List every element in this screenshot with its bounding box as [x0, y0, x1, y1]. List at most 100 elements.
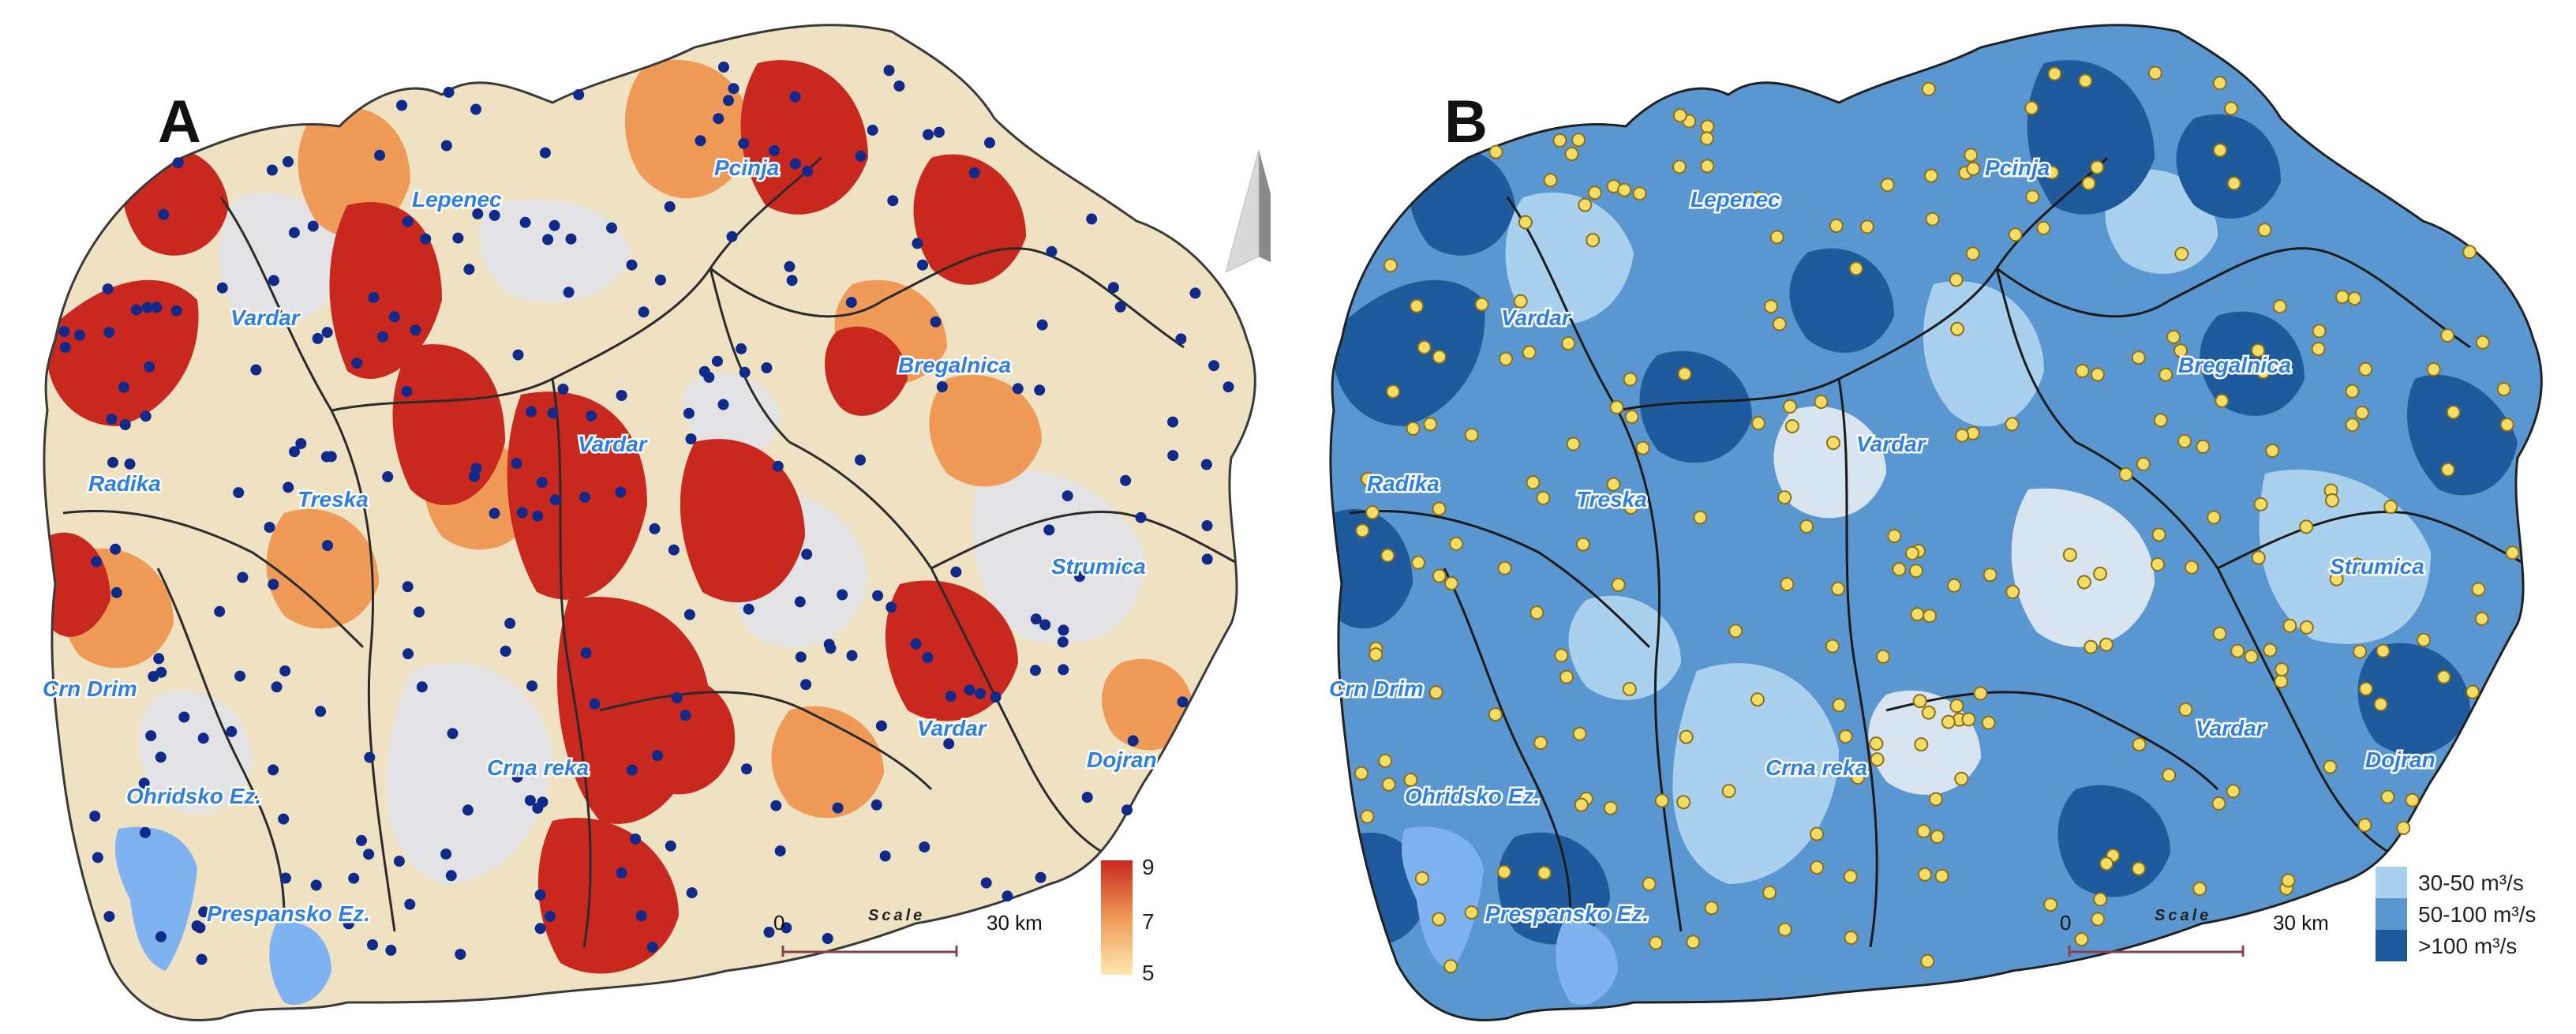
- station-marker: [855, 454, 866, 466]
- station-marker: [1764, 299, 1778, 314]
- station-marker: [717, 399, 729, 410]
- station-marker: [2118, 467, 2133, 481]
- station-marker: [402, 648, 414, 660]
- station-marker: [2358, 362, 2373, 377]
- station-marker: [1699, 131, 1714, 146]
- station-marker: [698, 365, 710, 377]
- station-marker: [1904, 545, 1919, 560]
- station-marker: [396, 99, 408, 111]
- station-marker: [1672, 159, 1687, 174]
- station-marker: [472, 208, 484, 219]
- station-marker: [118, 381, 129, 393]
- station-marker: [1417, 340, 1432, 355]
- basin-label: Vardar: [1856, 432, 1927, 456]
- station-marker: [1167, 450, 1179, 462]
- station-marker: [264, 522, 275, 534]
- station-marker: [250, 364, 262, 376]
- station-marker: [945, 691, 957, 702]
- station-marker: [930, 316, 942, 328]
- panel-letter-a: A: [158, 88, 201, 155]
- basin-labels-b: Pcinja Lepenec Vardar Bregalnica Vardar …: [1327, 154, 2438, 928]
- station-marker: [519, 216, 531, 228]
- station-marker: [158, 208, 170, 220]
- station-marker: [1552, 133, 1567, 148]
- station-marker: [2062, 548, 2077, 562]
- basin-label: Prespansko Ez.: [207, 901, 370, 926]
- map-a-svg: A: [41, 24, 1271, 1021]
- basin-label: Vardar: [1501, 305, 1572, 330]
- station-marker: [1700, 159, 1715, 174]
- station-marker: [1167, 416, 1178, 428]
- station-marker: [2093, 566, 2107, 581]
- station-marker: [726, 230, 738, 242]
- station-marker: [1632, 186, 1647, 201]
- basin-label: Prespansko Ez.: [1485, 901, 1649, 926]
- station-marker: [1574, 797, 1589, 812]
- station-marker: [1624, 410, 1639, 424]
- station-marker: [1654, 793, 1669, 808]
- station-marker: [374, 149, 385, 161]
- station-marker: [1386, 384, 1401, 399]
- station-marker: [315, 706, 327, 717]
- station-marker: [2008, 227, 2023, 242]
- station-marker: [1403, 773, 1418, 787]
- station-marker: [196, 953, 208, 965]
- map-panel-a: A: [0, 0, 1271, 1034]
- station-marker: [1177, 696, 1189, 708]
- station-marker: [1777, 922, 1792, 937]
- station-marker: [393, 856, 405, 867]
- station-marker: [2376, 643, 2391, 658]
- station-marker: [289, 446, 300, 458]
- station-marker: [2347, 291, 2362, 306]
- station-marker: [351, 358, 363, 369]
- station-marker: [119, 419, 131, 430]
- station-marker: [2076, 575, 2091, 590]
- station-marker: [1354, 766, 1368, 781]
- station-marker: [1074, 571, 1085, 583]
- legend-tick: 5: [1142, 961, 1155, 985]
- station-marker: [2215, 393, 2230, 408]
- station-marker: [1750, 692, 1765, 707]
- station-marker: [565, 233, 577, 245]
- station-marker: [155, 931, 167, 942]
- station-marker: [736, 343, 747, 354]
- station-marker: [1921, 705, 1936, 720]
- station-marker: [1950, 321, 1964, 336]
- station-marker: [1851, 770, 1866, 785]
- station-marker: [288, 227, 300, 238]
- station-marker: [1135, 511, 1147, 523]
- station-marker: [2256, 365, 2271, 380]
- station-marker: [1728, 624, 1743, 639]
- station-marker: [990, 691, 1002, 703]
- station-marker: [385, 944, 397, 956]
- station-marker: [1623, 372, 1638, 387]
- station-marker: [2153, 413, 2168, 428]
- station-marker: [322, 540, 333, 552]
- station-marker: [2275, 662, 2290, 677]
- station-marker: [871, 799, 882, 811]
- station-marker: [723, 95, 734, 107]
- station-marker: [1559, 669, 1574, 684]
- station-marker: [237, 571, 249, 583]
- station-marker: [2396, 821, 2411, 835]
- station-marker: [728, 83, 739, 95]
- lake-prespa-b: [1556, 922, 1618, 1006]
- station-marker: [455, 949, 466, 960]
- station-marker: [1378, 753, 1393, 768]
- station-marker: [92, 852, 103, 864]
- station-marker: [367, 939, 378, 950]
- station-marker: [1411, 555, 1426, 570]
- station-marker: [1672, 108, 1687, 123]
- station-marker: [178, 711, 190, 723]
- station-marker: [1488, 707, 1503, 722]
- station-marker: [2323, 759, 2338, 774]
- station-marker: [933, 126, 945, 138]
- station-marker: [2446, 405, 2461, 420]
- station-marker: [1693, 510, 1708, 525]
- station-marker: [2299, 519, 2314, 534]
- station-marker: [2081, 176, 2096, 191]
- station-marker: [91, 556, 103, 568]
- station-marker: [440, 140, 452, 152]
- station-marker: [2226, 784, 2241, 799]
- legend-tick: 9: [1142, 855, 1155, 879]
